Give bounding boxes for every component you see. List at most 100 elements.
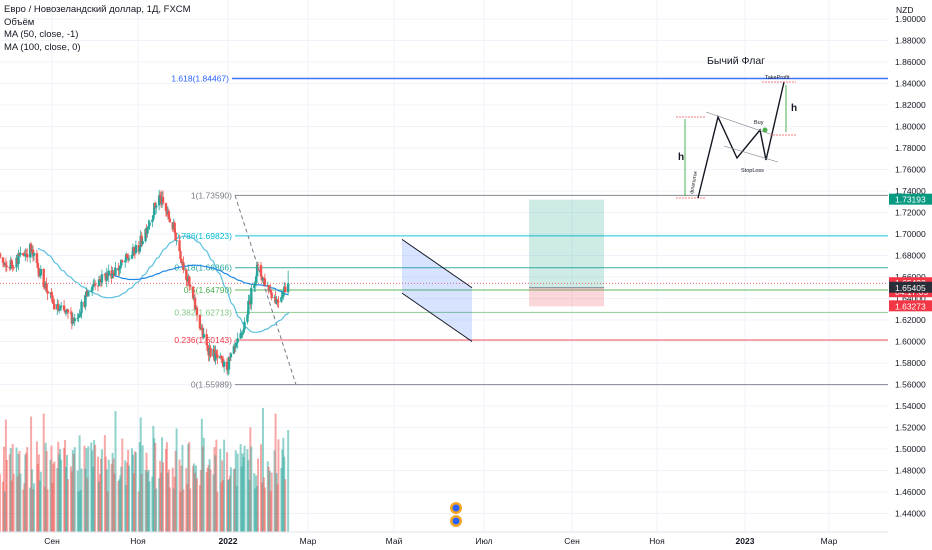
candle xyxy=(193,293,197,310)
candle xyxy=(24,248,27,262)
candle xyxy=(32,251,36,261)
candle-body xyxy=(178,240,181,252)
price-tick-label: 1.82000 xyxy=(895,100,926,110)
candle xyxy=(188,278,192,291)
candle-body xyxy=(4,263,8,266)
time-tick-label: 2022 xyxy=(219,536,238,546)
candle xyxy=(134,240,138,255)
volume-bar xyxy=(46,489,49,532)
price-tick-label: 1.66000 xyxy=(895,272,926,282)
candle-body xyxy=(201,327,204,338)
candle-body xyxy=(38,275,42,277)
candle-body xyxy=(127,258,131,260)
volume-bar xyxy=(182,489,185,532)
candle-body xyxy=(84,294,87,307)
volume-bar xyxy=(19,473,22,532)
candle xyxy=(66,309,70,319)
price-tick-label: 1.84000 xyxy=(895,79,926,89)
diagram-flag-upper xyxy=(705,111,771,135)
price-tag-label: 1.65405 xyxy=(895,283,926,293)
volume-bar xyxy=(189,488,192,532)
candle-body xyxy=(263,278,267,286)
candle xyxy=(174,229,177,242)
candle xyxy=(222,359,226,373)
flag-channel[interactable] xyxy=(401,238,473,342)
volume-bar xyxy=(26,447,29,532)
candle-body xyxy=(228,356,232,358)
candle-body xyxy=(259,265,263,277)
candle xyxy=(195,305,199,322)
candle-body xyxy=(253,285,256,288)
diagram-h-label-right: h xyxy=(791,103,797,114)
price-tick-label: 1.90000 xyxy=(895,14,926,24)
candle-body xyxy=(24,253,27,257)
candle xyxy=(80,299,83,319)
candle-body xyxy=(255,264,259,277)
time-tick-label: Мар xyxy=(300,536,317,546)
candle-body xyxy=(90,291,93,293)
candle-body xyxy=(39,268,43,276)
candle-body xyxy=(59,305,63,308)
candle-body xyxy=(199,328,203,330)
candle-body xyxy=(173,222,176,233)
candle xyxy=(148,220,151,230)
volume-bar xyxy=(250,446,253,532)
volume-bar xyxy=(53,461,56,532)
price-tick-label: 1.54000 xyxy=(895,401,926,411)
price-tick-label: 1.74000 xyxy=(895,186,926,196)
candle-body xyxy=(91,287,94,292)
candle xyxy=(26,248,29,262)
symbol-title[interactable]: Евро / Новозеландский доллар, 1Д, FXCM xyxy=(4,4,191,15)
candle-body xyxy=(119,265,122,269)
candle xyxy=(229,352,233,361)
price-tick-label: 1.46000 xyxy=(895,487,926,497)
channel-upper-line xyxy=(401,238,473,289)
candle-body xyxy=(22,253,25,256)
ma50-indicator-label[interactable]: MA (50, close, -1) xyxy=(4,29,79,40)
moving-averages xyxy=(37,235,289,333)
candle xyxy=(167,208,171,220)
event-icons[interactable] xyxy=(450,502,462,527)
price-tag: 1.65405 xyxy=(889,281,932,293)
volume-bar xyxy=(107,459,110,532)
candle xyxy=(87,291,90,297)
candle xyxy=(39,265,43,279)
candle-body xyxy=(269,289,272,293)
diagram-flagpole-label: флагшток xyxy=(689,170,699,194)
long-position-tool[interactable] xyxy=(0,199,888,307)
candle xyxy=(46,290,49,301)
candle-body xyxy=(31,249,35,256)
currency-label: NZD xyxy=(896,5,913,15)
candle xyxy=(126,253,130,264)
candle xyxy=(198,314,202,331)
time-axis[interactable]: Сен Ноя 2022 Мар Май Июл Сен Ноя 2023 Мар xyxy=(0,531,888,546)
candle-body xyxy=(52,302,55,304)
candle xyxy=(209,344,212,359)
price-tick-label: 1.58000 xyxy=(895,358,926,368)
candle-body xyxy=(26,254,29,258)
candle-body xyxy=(153,202,156,216)
time-tick-label: Мар xyxy=(821,536,838,546)
price-tag-background xyxy=(889,300,932,312)
candle xyxy=(232,343,236,355)
candle xyxy=(111,267,114,279)
fibonacci-retracement[interactable]: 1.618(1.84467) 1(1.73590) 0.786(1.69823) 0.… xyxy=(171,73,888,390)
candle-body xyxy=(247,300,250,315)
candle-body xyxy=(227,356,231,370)
volume-bar xyxy=(270,472,273,532)
candle-body xyxy=(19,253,22,256)
volume-indicator-label[interactable]: Объём xyxy=(4,16,35,28)
profit-zone xyxy=(529,199,604,288)
price-tag-background xyxy=(889,193,932,205)
candle-body xyxy=(53,303,56,310)
candle-body xyxy=(239,333,242,339)
ma100-indicator-label[interactable]: MA (100, close, 0) xyxy=(4,41,81,53)
candle-body xyxy=(267,284,270,292)
channel-fill xyxy=(402,239,472,342)
candle-body xyxy=(36,263,40,269)
candle xyxy=(247,294,250,318)
candle xyxy=(93,280,97,291)
candle-body xyxy=(29,244,33,252)
